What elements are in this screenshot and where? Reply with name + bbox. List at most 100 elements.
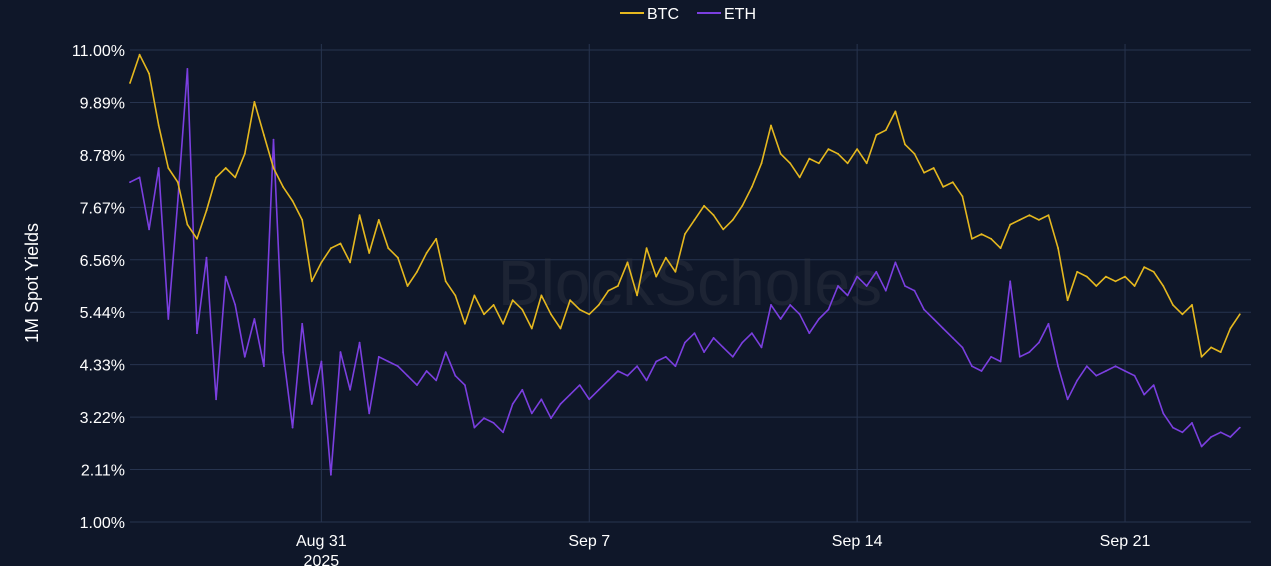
btc-point — [1114, 280, 1117, 283]
eth-point — [492, 422, 495, 424]
eth-point — [1018, 355, 1021, 358]
btc-point — [1047, 214, 1050, 217]
btc-point — [578, 308, 581, 311]
x-tick-sublabel: 2025 — [304, 553, 340, 566]
btc-point — [1133, 285, 1136, 287]
y-tick-label: 5.44% — [80, 305, 125, 322]
legend-item-btc[interactable]: BTC — [620, 6, 679, 23]
eth-point — [243, 355, 246, 358]
btc-point — [454, 294, 457, 297]
btc-point — [511, 299, 514, 302]
eth-point — [617, 370, 619, 372]
eth-point — [1143, 393, 1146, 396]
eth-point — [253, 318, 256, 320]
eth-point — [751, 332, 753, 335]
btc-point — [1028, 214, 1031, 217]
eth-point — [818, 318, 820, 320]
btc-point — [808, 157, 811, 160]
eth-point — [971, 365, 973, 368]
eth-point — [712, 337, 715, 339]
eth-point — [540, 398, 543, 401]
eth-point — [990, 355, 992, 358]
btc-point — [205, 209, 208, 212]
legend-label: ETH — [724, 6, 756, 23]
eth-point — [330, 473, 332, 476]
eth-point — [961, 346, 964, 349]
eth-point — [397, 365, 399, 368]
eth-point — [1038, 341, 1040, 344]
series-eth — [129, 68, 1241, 476]
eth-point — [904, 285, 906, 287]
btc-point — [636, 294, 638, 297]
btc-point — [530, 327, 533, 330]
eth-point — [942, 327, 945, 330]
btc-point — [339, 242, 342, 245]
btc-point — [1076, 270, 1079, 273]
btc-point — [674, 270, 677, 273]
btc-point — [263, 134, 265, 136]
btc-point — [1152, 270, 1155, 273]
eth-point — [865, 285, 868, 287]
btc-point — [884, 129, 887, 132]
eth-point — [837, 285, 839, 287]
eth-point — [703, 351, 705, 353]
btc-point — [483, 313, 485, 316]
btc-point — [942, 186, 945, 188]
btc-point — [1095, 285, 1098, 287]
eth-point — [798, 313, 801, 316]
eth-point — [779, 318, 782, 320]
eth-point — [674, 365, 677, 368]
btc-point — [770, 124, 772, 127]
eth-point — [856, 275, 858, 278]
eth-point — [1172, 426, 1174, 429]
btc-point — [377, 219, 380, 221]
eth-point — [1076, 379, 1079, 382]
btc-point — [157, 124, 160, 127]
y-tick-label: 7.67% — [80, 200, 125, 217]
eth-point — [1105, 370, 1107, 372]
eth-point — [951, 337, 954, 339]
btc-point — [999, 247, 1002, 250]
legend[interactable]: BTC ETH — [620, 6, 756, 23]
btc-point — [664, 256, 667, 259]
legend-item-eth[interactable]: ETH — [697, 6, 756, 23]
eth-point — [1009, 280, 1012, 283]
eth-point — [521, 388, 524, 391]
eth-point — [454, 374, 457, 377]
btc-point — [626, 261, 629, 264]
btc-point — [779, 152, 782, 155]
btc-point — [176, 181, 179, 184]
eth-point — [196, 332, 198, 335]
btc-point — [1038, 219, 1040, 221]
eth-point — [205, 256, 208, 259]
eth-point — [416, 384, 418, 386]
btc-point — [751, 186, 753, 188]
eth-point — [129, 181, 131, 184]
eth-point — [913, 289, 916, 292]
eth-point — [770, 304, 772, 306]
eth-point — [1219, 431, 1222, 434]
btc-point — [550, 313, 552, 316]
x-tick-label: Sep 7 — [568, 533, 610, 550]
eth-point — [597, 388, 600, 391]
eth-point — [1047, 322, 1050, 325]
btc-point — [1057, 247, 1059, 250]
eth-point — [157, 167, 160, 169]
x-tick-label: Aug 31 — [296, 533, 347, 550]
btc-point — [521, 308, 524, 311]
btc-point — [253, 101, 256, 103]
btc-point — [837, 152, 839, 155]
eth-point — [263, 365, 265, 368]
y-tick-label: 6.56% — [80, 253, 125, 270]
btc-point — [798, 176, 801, 179]
eth-point — [148, 228, 151, 231]
eth-point — [550, 417, 552, 420]
btc-point — [1085, 275, 1088, 278]
btc-point — [904, 143, 906, 146]
eth-point — [1114, 365, 1117, 368]
btc-point — [243, 152, 246, 155]
btc-point — [540, 294, 543, 297]
y-axis-ticks: 11.00% 9.89% 8.78% 7.67% 6.56% 5.44% 4.33% 3.22… — [72, 43, 125, 532]
